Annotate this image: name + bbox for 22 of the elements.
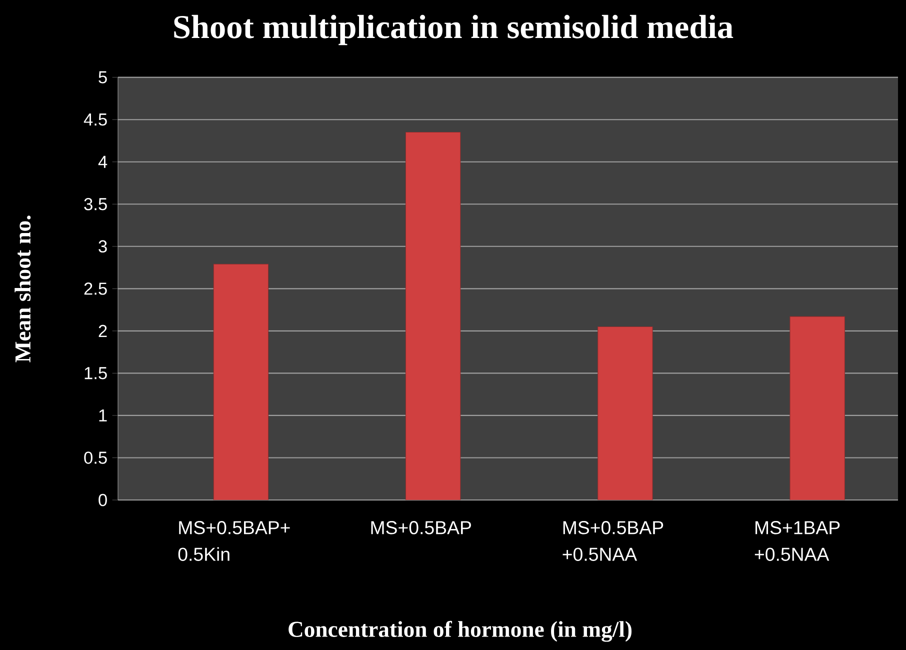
bar: [790, 316, 845, 500]
bar: [213, 264, 269, 500]
x-tick-label: MS+0.5BAP: [371, 521, 471, 534]
y-tick-label: 4.5: [84, 114, 107, 126]
y-tick-label: 1: [99, 410, 107, 422]
y-tick-label: 1.5: [84, 367, 107, 380]
x-tick-label: MS+0.5BAP +0.5NAA: [562, 521, 664, 561]
y-tick-label: 3: [98, 240, 107, 253]
x-tick-label: MS+0.5BAP+ 0.5Kin: [178, 521, 290, 561]
y-tick-label: 3.5: [84, 198, 107, 210]
x-axis-title: Concentration of hormone (in mg/l): [288, 620, 632, 642]
y-tick-label: 0.5: [84, 452, 107, 464]
y-tick-label: 5: [98, 71, 107, 84]
bar: [598, 326, 653, 500]
x-tick-label: MS+1BAP +0.5NAA: [754, 521, 840, 561]
y-tick-label: 4: [98, 156, 108, 168]
chart-title: Shoot multiplication in semisolid media: [174, 14, 734, 46]
y-tick-label: 0: [98, 494, 107, 506]
y-tick-label: 2.5: [84, 282, 107, 295]
y-axis-title: Mean shoot no.: [14, 216, 31, 362]
y-tick-label: 2: [98, 324, 107, 337]
bar: [405, 132, 461, 500]
